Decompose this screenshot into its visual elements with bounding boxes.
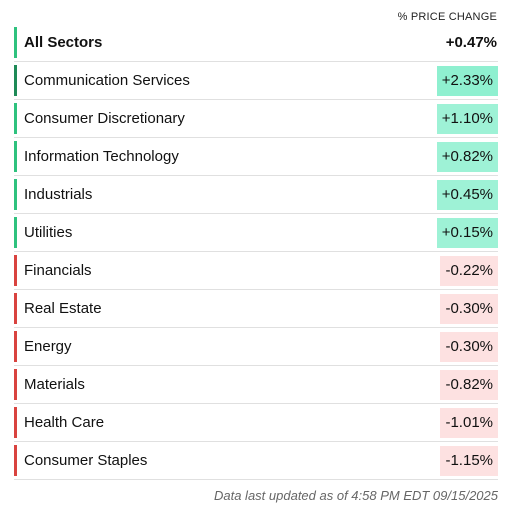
sector-price-change: -0.30%	[440, 331, 498, 362]
sector-row-all-sectors[interactable]: All Sectors +0.47%	[14, 24, 498, 62]
sector-row[interactable]: Communication Services +2.33%	[14, 62, 498, 100]
sector-name: Utilities	[24, 224, 73, 241]
sector-row[interactable]: Industrials +0.45%	[14, 176, 498, 214]
sector-indicator-bar	[14, 407, 17, 438]
sector-price-change: +1.10%	[436, 103, 498, 134]
sector-name: Information Technology	[24, 148, 179, 165]
sector-row[interactable]: Financials -0.22%	[14, 252, 498, 290]
sector-indicator-bar	[14, 217, 17, 248]
sector-row[interactable]: Utilities +0.15%	[14, 214, 498, 252]
sector-indicator-bar	[14, 331, 17, 362]
sector-indicator-bar	[14, 445, 17, 476]
sector-name: Consumer Discretionary	[24, 110, 185, 127]
sector-row[interactable]: Energy -0.30%	[14, 328, 498, 366]
sector-price-change: -0.82%	[440, 369, 498, 400]
sector-price-change: +0.15%	[436, 217, 498, 248]
sector-row[interactable]: Health Care -1.01%	[14, 404, 498, 442]
sector-name: Consumer Staples	[24, 452, 148, 469]
sector-name: Health Care	[24, 414, 105, 431]
sector-price-change: +2.33%	[436, 65, 498, 96]
sector-price-change: -0.22%	[440, 255, 498, 286]
sector-indicator-bar	[14, 141, 17, 172]
sector-table: All Sectors +0.47% Communication Services +…	[14, 24, 498, 480]
sector-name: Real Estate	[24, 300, 102, 317]
sector-price-change: -1.01%	[440, 407, 498, 438]
sector-price-change: +0.47%	[445, 33, 497, 51]
sector-name: Industrials	[24, 186, 93, 203]
sector-row[interactable]: Consumer Discretionary +1.10%	[14, 100, 498, 138]
sector-price-change: +0.82%	[436, 141, 498, 172]
last-updated-note: Data last updated as of 4:58 PM EDT 09/1…	[213, 488, 498, 503]
sector-row[interactable]: Information Technology +0.82%	[14, 138, 498, 176]
sector-price-change: -1.15%	[440, 445, 498, 476]
sector-name: All Sectors	[24, 34, 103, 51]
column-header-price-change: % PRICE CHANGE	[397, 11, 497, 23]
sector-row[interactable]: Real Estate -0.30%	[14, 290, 498, 328]
sector-name: Communication Services	[24, 72, 190, 89]
sector-name: Materials	[24, 376, 85, 393]
sector-indicator-bar	[14, 255, 17, 286]
sector-row[interactable]: Materials -0.82%	[14, 366, 498, 404]
sector-indicator-bar	[14, 103, 17, 134]
sector-price-change: -0.30%	[440, 293, 498, 324]
sector-indicator-bar	[14, 369, 17, 400]
sector-row[interactable]: Consumer Staples -1.15%	[14, 442, 498, 480]
sector-price-change: +0.45%	[436, 179, 498, 210]
sector-indicator-bar	[14, 179, 17, 210]
sector-name: Financials	[24, 262, 92, 279]
sector-name: Energy	[24, 338, 72, 355]
sector-indicator-bar	[14, 27, 17, 58]
sector-indicator-bar	[14, 293, 17, 324]
sector-indicator-bar	[14, 65, 17, 96]
